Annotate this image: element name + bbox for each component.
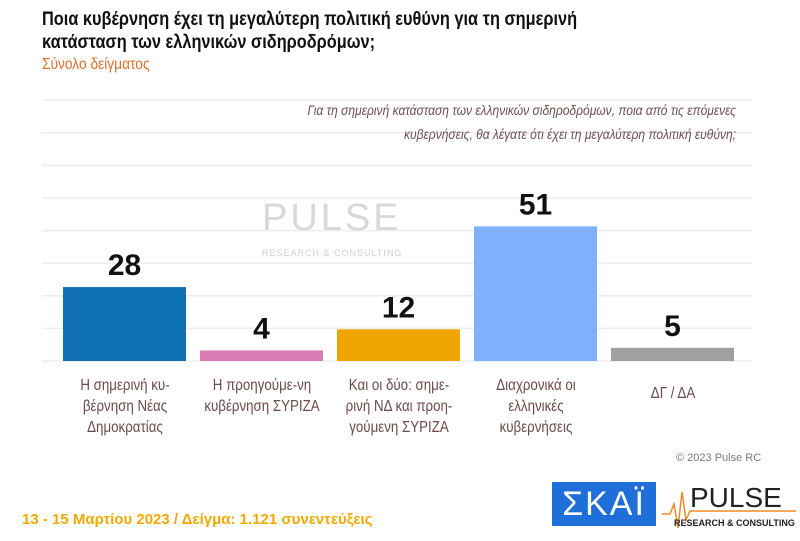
survey-question: Για τη σημερινή κατάσταση των ελληνικών … xyxy=(307,102,736,142)
category-label: Διαχρονικά οι ελληνικές κυβερνήσεις xyxy=(495,377,576,436)
data-label: 12 xyxy=(382,291,415,324)
data-label: 28 xyxy=(108,249,141,282)
chart-title: Ποια κυβέρνηση έχει τη μεγαλύτερη πολιτι… xyxy=(42,9,578,53)
bar xyxy=(337,329,460,361)
category-label: ΔΓ / ΔΑ xyxy=(650,385,695,402)
bar xyxy=(474,226,597,361)
pulse-logo-text: PULSE xyxy=(690,482,782,513)
watermark: PULSE RESEARCH & CONSULTING xyxy=(262,197,402,258)
data-label: 51 xyxy=(519,188,552,221)
bar xyxy=(63,287,186,361)
chart-subtitle: Σύνολο δείγματος xyxy=(42,56,150,73)
data-label: 5 xyxy=(664,310,681,343)
footer-sample-info: 13 - 15 Μαρτίου 2023 / Δείγμα: 1.121 συν… xyxy=(22,511,373,528)
copyright: © 2023 Pulse RC xyxy=(676,452,762,464)
pulse-logo-tagline: RESEARCH & CONSULTING xyxy=(674,518,795,528)
watermark-tagline: RESEARCH & CONSULTING xyxy=(262,248,402,258)
watermark-brand: PULSE xyxy=(262,197,402,239)
category-label: Η σημερινή κυ-βέρνηση Νέας Δημοκρατίας xyxy=(79,377,170,436)
category-label: Και οι δύο: σημε-ρινή ΝΔ και προη-γούμεν… xyxy=(345,377,452,436)
pulse-logo: PULSE RESEARCH & CONSULTING xyxy=(662,480,798,536)
skai-logo: ΣΚΑΪ xyxy=(552,482,656,526)
bar xyxy=(200,350,323,361)
data-label: 4 xyxy=(253,312,270,345)
bar xyxy=(611,347,734,361)
category-label: Η προηγούμε-νη κυβέρνηση ΣΥΡΙΖΑ xyxy=(203,377,320,415)
